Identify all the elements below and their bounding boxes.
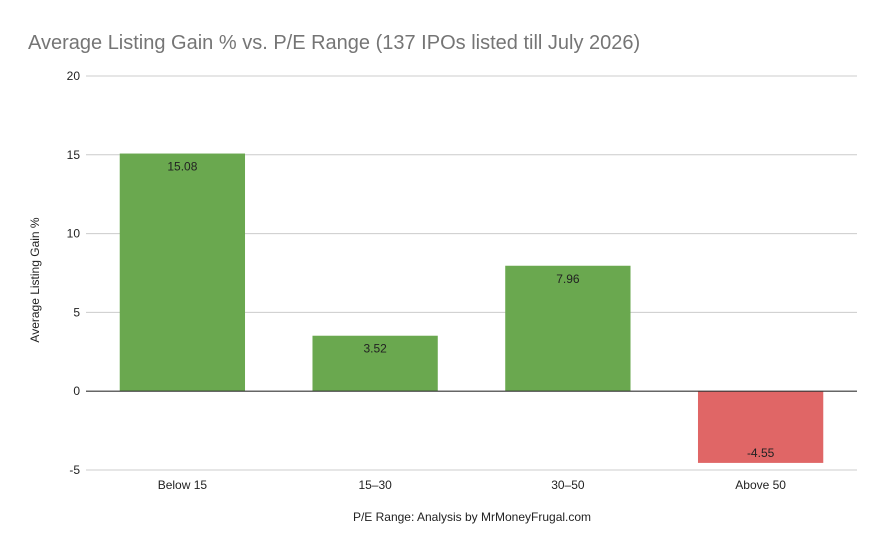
y-axis-ticks: -5 0 5 10 15 20 bbox=[67, 69, 81, 477]
data-label: 15.08 bbox=[167, 160, 197, 174]
data-labels: 15.08 3.52 7.96 -4.55 bbox=[167, 160, 774, 460]
bars bbox=[119, 153, 824, 463]
x-tick-label: Above 50 bbox=[735, 478, 786, 492]
bar-4[interactable] bbox=[697, 391, 824, 463]
x-tick-label: 15–30 bbox=[358, 478, 392, 492]
bar-1[interactable] bbox=[119, 153, 246, 392]
bar-3[interactable] bbox=[505, 265, 631, 392]
chart-title: Average Listing Gain % vs. P/E Range (13… bbox=[28, 32, 640, 54]
bar-2[interactable] bbox=[312, 335, 438, 392]
data-label: 3.52 bbox=[363, 342, 387, 356]
data-label: 7.96 bbox=[556, 272, 580, 286]
y-tick-label: 15 bbox=[67, 148, 81, 162]
x-tick-label: 30–50 bbox=[551, 478, 585, 492]
y-axis-label: Average Listing Gain % bbox=[28, 217, 42, 343]
y-tick-label: 0 bbox=[73, 384, 80, 398]
y-tick-label: 10 bbox=[67, 227, 81, 241]
x-axis-ticks: Below 15 15–30 30–50 Above 50 bbox=[158, 478, 787, 492]
y-tick-label: 20 bbox=[67, 69, 81, 83]
x-axis-label: P/E Range: Analysis by MrMoneyFrugal.com bbox=[353, 510, 591, 524]
y-tick-label: 5 bbox=[73, 305, 80, 319]
data-label: -4.55 bbox=[747, 446, 775, 460]
x-tick-label: Below 15 bbox=[158, 478, 208, 492]
y-tick-label: -5 bbox=[69, 463, 80, 477]
